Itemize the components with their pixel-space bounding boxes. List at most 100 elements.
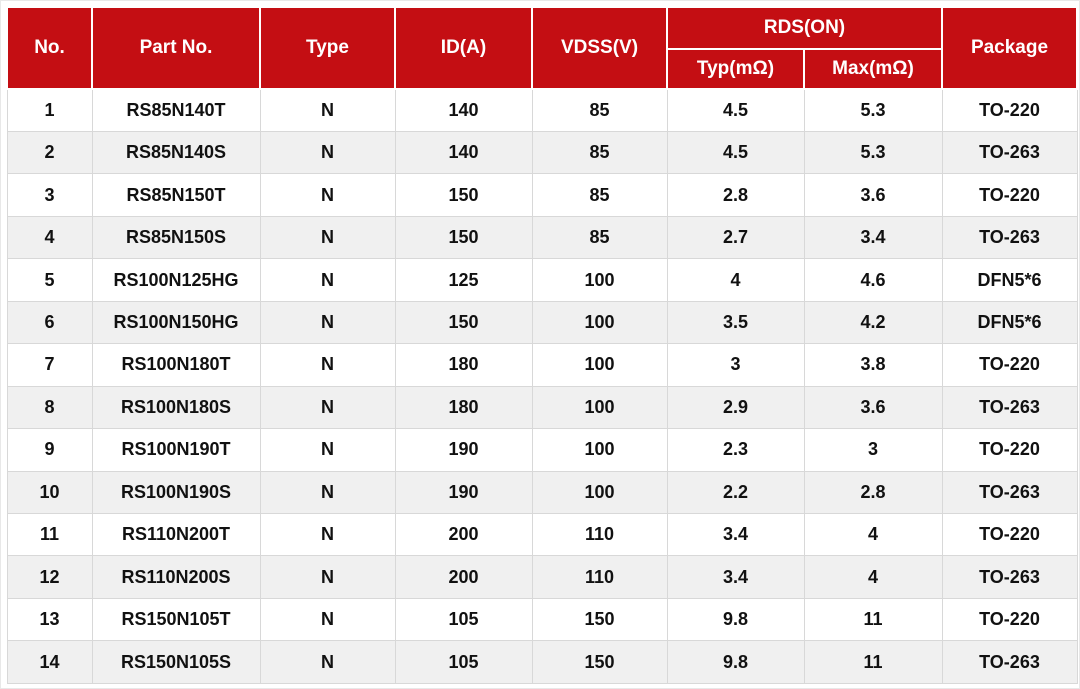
cell-rds_max: 3.8 — [803, 343, 943, 387]
cell-id_a: 180 — [394, 343, 533, 387]
cell-rds_typ: 2.9 — [666, 385, 805, 430]
cell-type: N — [259, 428, 396, 472]
cell-vdss_v: 150 — [531, 597, 668, 642]
cell-package: TO-220 — [941, 513, 1078, 557]
cell-part_no: RS100N180S — [91, 385, 261, 430]
cell-type: N — [259, 597, 396, 642]
col-header-package: Package — [941, 6, 1078, 90]
table-row: 1 RS85N140T N 140 85 4.5 5.3 TO-220 — [6, 88, 1078, 132]
cell-package: TO-263 — [941, 130, 1078, 175]
col-header-id-a: ID(A) — [394, 6, 533, 90]
cell-package: TO-220 — [941, 428, 1078, 472]
cell-part_no: RS150N105S — [91, 640, 261, 684]
cell-rds_typ: 4.5 — [666, 130, 805, 175]
cell-rds_max: 11 — [803, 597, 943, 642]
table-row: 9 RS100N190T N 190 100 2.3 3 TO-220 — [6, 428, 1078, 472]
cell-rds_max: 5.3 — [803, 88, 943, 132]
cell-vdss_v: 85 — [531, 130, 668, 175]
col-header-type: Type — [259, 6, 396, 90]
header-row-sub: Typ(mΩ) Max(mΩ) — [7, 48, 1077, 90]
cell-type: N — [259, 555, 396, 599]
cell-no: 11 — [6, 513, 93, 557]
cell-type: N — [259, 300, 396, 345]
cell-rds_typ: 2.3 — [666, 428, 805, 472]
cell-type: N — [259, 470, 396, 515]
cell-no: 1 — [6, 88, 93, 132]
table-row: 13 RS150N105T N 105 150 9.8 11 TO-220 — [6, 597, 1078, 642]
cell-part_no: RS110N200S — [91, 555, 261, 599]
cell-rds_max: 4 — [803, 555, 943, 599]
cell-part_no: RS100N180T — [91, 343, 261, 387]
cell-package: DFN5*6 — [941, 300, 1078, 345]
cell-part_no: RS85N150T — [91, 173, 261, 217]
cell-vdss_v: 110 — [531, 555, 668, 599]
table-row: 10 RS100N190S N 190 100 2.2 2.8 TO-263 — [6, 470, 1078, 515]
cell-type: N — [259, 88, 396, 132]
cell-rds_max: 5.3 — [803, 130, 943, 175]
col-header-no: No. — [6, 6, 93, 90]
cell-rds_typ: 9.8 — [666, 597, 805, 642]
cell-no: 8 — [6, 385, 93, 430]
cell-part_no: RS100N125HG — [91, 258, 261, 302]
cell-rds_max: 11 — [803, 640, 943, 684]
table-header: No. Part No. Type ID(A) VDSS(V) RDS(ON) … — [6, 6, 1078, 90]
cell-vdss_v: 100 — [531, 470, 668, 515]
cell-rds_typ: 2.2 — [666, 470, 805, 515]
cell-no: 13 — [6, 597, 93, 642]
cell-no: 10 — [6, 470, 93, 515]
col-header-part-no: Part No. — [91, 6, 261, 90]
cell-no: 14 — [6, 640, 93, 684]
cell-rds_max: 4.2 — [803, 300, 943, 345]
cell-rds_max: 3.6 — [803, 385, 943, 430]
cell-rds_typ: 3.4 — [666, 513, 805, 557]
cell-type: N — [259, 258, 396, 302]
cell-rds_typ: 3.5 — [666, 300, 805, 345]
cell-no: 6 — [6, 300, 93, 345]
cell-id_a: 105 — [394, 597, 533, 642]
table-row: 12 RS110N200S N 200 110 3.4 4 TO-263 — [6, 555, 1078, 599]
cell-package: TO-263 — [941, 640, 1078, 684]
table-row: 6 RS100N150HG N 150 100 3.5 4.2 DFN5*6 — [6, 300, 1078, 345]
table-row: 2 RS85N140S N 140 85 4.5 5.3 TO-263 — [6, 130, 1078, 175]
cell-vdss_v: 100 — [531, 300, 668, 345]
cell-part_no: RS150N105T — [91, 597, 261, 642]
cell-part_no: RS100N190T — [91, 428, 261, 472]
cell-vdss_v: 85 — [531, 215, 668, 260]
cell-vdss_v: 85 — [531, 173, 668, 217]
cell-package: TO-263 — [941, 555, 1078, 599]
cell-vdss_v: 100 — [531, 258, 668, 302]
cell-package: TO-263 — [941, 215, 1078, 260]
cell-part_no: RS100N150HG — [91, 300, 261, 345]
header-row-top: No. Part No. Type ID(A) VDSS(V) RDS(ON) … — [6, 6, 1078, 90]
cell-type: N — [259, 130, 396, 175]
cell-id_a: 140 — [394, 130, 533, 175]
cell-id_a: 200 — [394, 513, 533, 557]
cell-part_no: RS85N140S — [91, 130, 261, 175]
cell-no: 5 — [6, 258, 93, 302]
table-row: 8 RS100N180S N 180 100 2.9 3.6 TO-263 — [6, 385, 1078, 430]
cell-type: N — [259, 640, 396, 684]
cell-vdss_v: 100 — [531, 428, 668, 472]
cell-id_a: 125 — [394, 258, 533, 302]
cell-id_a: 190 — [394, 470, 533, 515]
cell-id_a: 140 — [394, 88, 533, 132]
cell-vdss_v: 150 — [531, 640, 668, 684]
cell-id_a: 105 — [394, 640, 533, 684]
cell-rds_typ: 2.7 — [666, 215, 805, 260]
cell-id_a: 150 — [394, 173, 533, 217]
col-header-rds-on: RDS(ON) — [666, 6, 943, 50]
cell-package: TO-220 — [941, 343, 1078, 387]
cell-vdss_v: 100 — [531, 343, 668, 387]
cell-rds_typ: 2.8 — [666, 173, 805, 217]
cell-rds_max: 4 — [803, 513, 943, 557]
cell-rds_typ: 3 — [666, 343, 805, 387]
cell-package: DFN5*6 — [941, 258, 1078, 302]
cell-rds_max: 3.6 — [803, 173, 943, 217]
table-body: 1 RS85N140T N 140 85 4.5 5.3 TO-220 2 RS85N140S N 1… — [6, 88, 1078, 684]
cell-no: 9 — [6, 428, 93, 472]
cell-part_no: RS100N190S — [91, 470, 261, 515]
cell-vdss_v: 85 — [531, 88, 668, 132]
cell-rds_max: 4.6 — [803, 258, 943, 302]
cell-id_a: 200 — [394, 555, 533, 599]
